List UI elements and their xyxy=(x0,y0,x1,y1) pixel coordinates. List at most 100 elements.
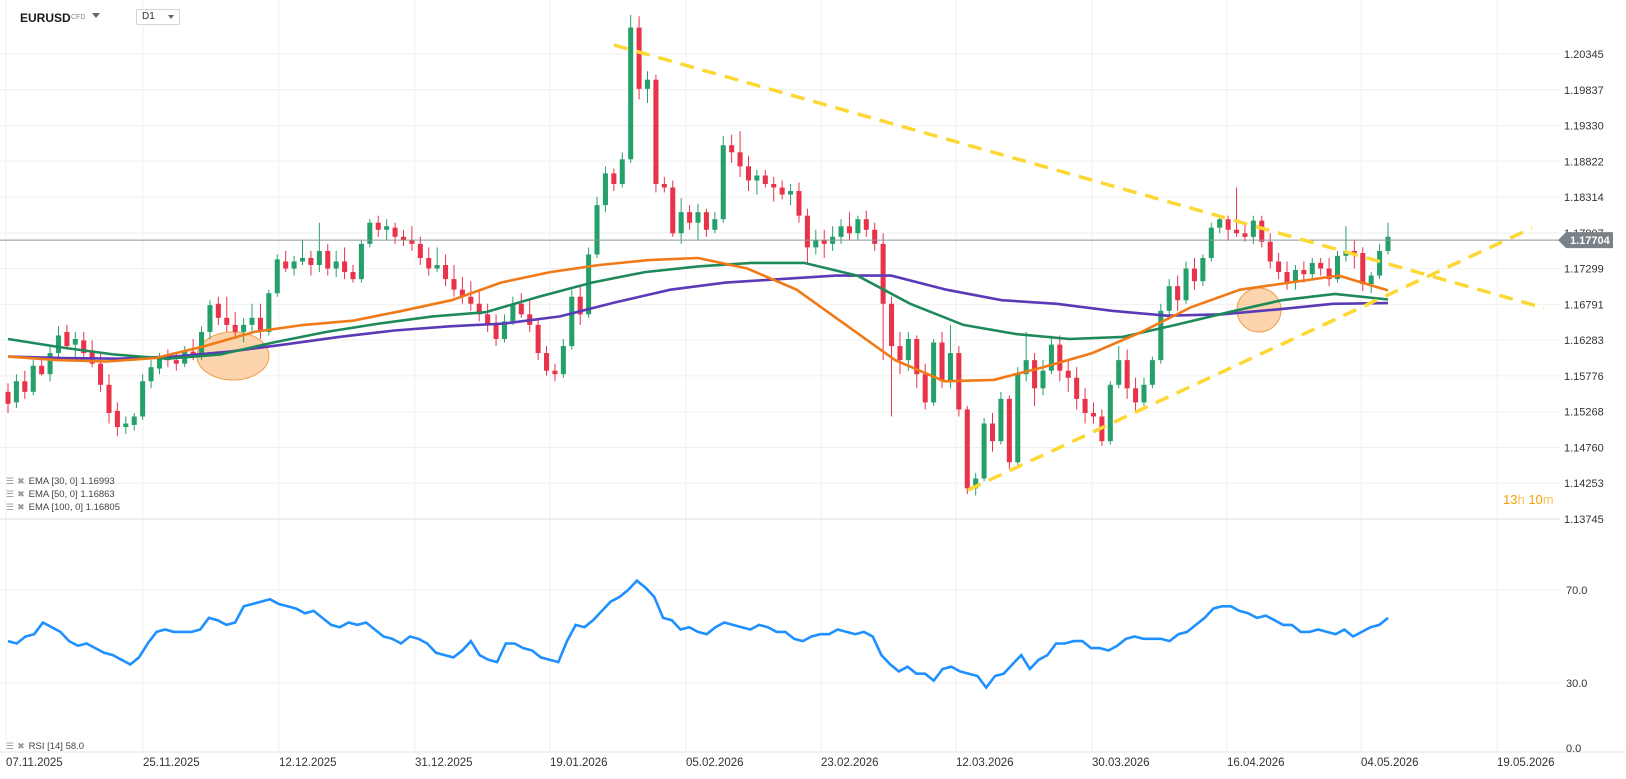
price-axis-label: 1.15776 xyxy=(1564,371,1604,383)
candle-down xyxy=(1175,286,1181,301)
candle-down xyxy=(687,212,693,223)
candle-down xyxy=(485,314,491,325)
candle-up xyxy=(1141,384,1147,403)
price-axis-label: 1.20345 xyxy=(1564,49,1604,61)
candle-down xyxy=(1351,250,1357,254)
close-icon[interactable]: ✖ xyxy=(17,741,25,751)
candle-down xyxy=(443,265,449,280)
candle-down xyxy=(1301,269,1307,275)
candle-up xyxy=(1217,219,1223,228)
candle-down xyxy=(215,303,221,318)
timeframe-select[interactable]: D1 xyxy=(136,9,180,25)
candle-down xyxy=(889,303,895,347)
candle-up xyxy=(1385,236,1391,251)
candle-up xyxy=(367,222,373,244)
candle-up xyxy=(644,79,651,89)
candle-up xyxy=(316,250,322,266)
candle-up xyxy=(1149,360,1155,385)
candle-up xyxy=(13,381,19,403)
countdown-hours: 13 xyxy=(1503,492,1518,507)
price-axis-label: 1.19330 xyxy=(1564,121,1604,133)
candle-down xyxy=(661,183,667,188)
candle-up xyxy=(1183,268,1189,301)
candle-up xyxy=(1048,344,1054,371)
symbol-type-label: CFD xyxy=(71,14,86,21)
settings-icon[interactable]: ☰ xyxy=(6,476,15,486)
date-axis-label: 07.11.2025 xyxy=(6,757,63,769)
grid xyxy=(0,0,1626,753)
candle-down xyxy=(232,324,238,332)
candle-up xyxy=(358,243,364,280)
candle-down xyxy=(729,145,735,153)
close-icon[interactable]: ✖ xyxy=(17,502,25,512)
candle-up xyxy=(905,338,911,361)
chevron-down-icon xyxy=(168,15,174,19)
close-icon[interactable]: ✖ xyxy=(17,476,25,486)
candle-up xyxy=(148,367,154,382)
chart-toolbar: EURUSD CFD D1 xyxy=(0,0,1560,34)
candle-down xyxy=(1326,268,1332,280)
candle-up xyxy=(72,338,78,345)
candle-down xyxy=(1191,268,1197,282)
candle-down xyxy=(1225,219,1231,230)
legend-ema30[interactable]: ☰ ✖ EMA [30, 0] 1.16993 xyxy=(6,476,115,487)
candle-up xyxy=(299,257,306,262)
candle-down xyxy=(863,219,869,230)
trend-lines xyxy=(613,43,1545,492)
legend-ema50[interactable]: ☰ ✖ EMA [50, 0] 1.16863 xyxy=(6,489,115,500)
candle-up xyxy=(1208,227,1214,258)
candle-up xyxy=(47,353,53,375)
candle-up xyxy=(501,321,507,339)
close-icon[interactable]: ✖ xyxy=(17,489,25,499)
rsi-panel xyxy=(7,578,1389,690)
candle-down xyxy=(518,303,524,315)
candle-up xyxy=(1158,310,1164,361)
rsi-axis-label: 0.0 xyxy=(1566,743,1581,755)
ema-lines xyxy=(0,239,1560,383)
candle-up xyxy=(1309,262,1315,275)
candle-down xyxy=(745,166,752,181)
candle-up xyxy=(1368,275,1374,285)
legend-rsi[interactable]: ☰ ✖ RSI [14] 58.0 xyxy=(6,741,84,752)
date-axis-label: 12.03.2026 xyxy=(956,757,1014,769)
candle-down xyxy=(779,187,785,195)
candlesticks xyxy=(5,14,1391,496)
candle-up xyxy=(1166,286,1172,311)
symbol-name[interactable]: EURUSD xyxy=(20,11,71,25)
date-axis-label: 31.12.2025 xyxy=(415,757,473,769)
candle-down xyxy=(872,229,878,244)
settings-icon[interactable]: ☰ xyxy=(6,489,15,499)
candle-up xyxy=(207,305,213,332)
candle-up xyxy=(981,423,987,479)
date-axis-label: 04.05.2026 xyxy=(1361,757,1419,769)
candle-down xyxy=(114,410,120,428)
candle-down xyxy=(804,215,810,248)
price-axis-label: 1.18314 xyxy=(1564,192,1604,204)
candle-up xyxy=(855,219,861,234)
price-axis-label: 1.17299 xyxy=(1564,264,1604,276)
candle-down xyxy=(459,289,465,297)
candle-up xyxy=(1015,374,1021,463)
symbol-dropdown-icon[interactable] xyxy=(92,13,100,18)
candle-down xyxy=(1267,241,1273,262)
price-axis-label: 1.16283 xyxy=(1564,335,1604,347)
candle-down xyxy=(173,360,179,364)
timeframe-label: D1 xyxy=(142,11,155,22)
candle-up xyxy=(131,416,137,425)
candle-up xyxy=(30,365,36,392)
date-axis-label: 19.05.2026 xyxy=(1497,757,1555,769)
legend-ema100[interactable]: ☰ ✖ EMA [100, 0] 1.16805 xyxy=(6,502,120,513)
legend-ema30-label: EMA [30, 0] 1.16993 xyxy=(28,476,115,487)
candle-down xyxy=(1133,388,1139,403)
settings-icon[interactable]: ☰ xyxy=(6,502,15,512)
settings-icon[interactable]: ☰ xyxy=(6,741,15,751)
countdown-hours-unit: h xyxy=(1517,492,1525,507)
candle-down xyxy=(1065,370,1071,378)
candle-down xyxy=(350,272,356,280)
date-axis-label: 25.11.2025 xyxy=(143,757,200,769)
candle-up xyxy=(813,240,819,248)
candle-down xyxy=(400,236,407,241)
candle-down xyxy=(81,340,87,354)
candle-down xyxy=(106,384,112,413)
